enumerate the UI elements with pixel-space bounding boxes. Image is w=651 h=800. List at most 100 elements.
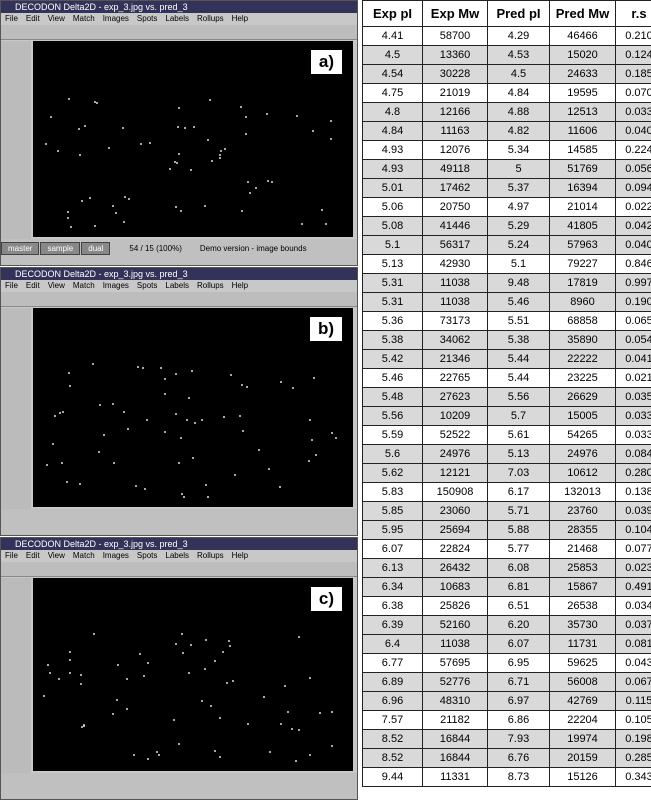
spot	[311, 439, 313, 441]
cell: 6.17	[488, 483, 550, 502]
spot	[127, 428, 129, 430]
spot	[182, 652, 184, 654]
table-row: 5.06207504.97210140.022	[363, 198, 651, 217]
spot	[108, 147, 110, 149]
spot	[331, 745, 333, 747]
cell: 6.34	[363, 578, 423, 597]
cell: 5.46	[363, 369, 423, 388]
tool-strip	[1, 308, 31, 509]
cell: 24976	[423, 445, 488, 464]
cell: 0.034	[616, 597, 651, 616]
spot	[69, 385, 71, 387]
cell: 5.38	[488, 331, 550, 350]
cell: 26432	[423, 559, 488, 578]
spot	[67, 217, 69, 219]
cell: 6.89	[363, 673, 423, 692]
cell: 11163	[423, 122, 488, 141]
cell: 5.24	[488, 236, 550, 255]
spot	[178, 107, 180, 109]
cell: 8.52	[363, 749, 423, 768]
spot	[175, 373, 177, 375]
cell: 17462	[423, 179, 488, 198]
cell: 0.846	[616, 255, 651, 274]
cell: 28355	[550, 521, 616, 540]
cell: 79227	[550, 255, 616, 274]
cell: 14585	[550, 141, 616, 160]
spot	[207, 496, 209, 498]
cell: 6.71	[488, 673, 550, 692]
cell: 35730	[550, 616, 616, 635]
cell: 5.88	[488, 521, 550, 540]
spot	[79, 154, 81, 156]
cell: 57963	[550, 236, 616, 255]
spot	[143, 675, 145, 677]
spot	[280, 723, 282, 725]
spot	[284, 685, 286, 687]
cell: 42930	[423, 255, 488, 274]
spot	[66, 481, 68, 483]
cell: 6.08	[488, 559, 550, 578]
spot	[308, 460, 310, 462]
spot	[301, 223, 303, 225]
spot	[78, 128, 80, 130]
spot	[223, 416, 225, 418]
table-row: 4.5133604.53150200.124	[363, 46, 651, 65]
cell: 5.29	[488, 217, 550, 236]
title-bar: DECODON Delta2D - exp_3.jpg vs. pred_3	[1, 538, 357, 550]
toolbar	[1, 25, 357, 40]
spot	[81, 200, 83, 202]
menu-item: Edit	[26, 281, 40, 290]
spot	[80, 674, 82, 676]
cell: 52776	[423, 673, 488, 692]
tool-strip	[1, 578, 31, 773]
cell: 25694	[423, 521, 488, 540]
spot	[247, 181, 249, 183]
cell: 6.13	[363, 559, 423, 578]
cell: 15005	[550, 407, 616, 426]
cell: 24976	[550, 445, 616, 464]
table-row: 6.07228245.77214680.077	[363, 540, 651, 559]
spot	[229, 645, 231, 647]
cell: 5.51	[488, 312, 550, 331]
spot	[126, 708, 128, 710]
cell: 26538	[550, 597, 616, 616]
spot	[245, 133, 247, 135]
cell: 0.190	[616, 293, 651, 312]
cell: 15020	[550, 46, 616, 65]
table-row: 6.38258266.51265380.034	[363, 597, 651, 616]
cell: 20159	[550, 749, 616, 768]
cell: 15867	[550, 578, 616, 597]
cell: 0.115	[616, 692, 651, 711]
cell: 4.5	[363, 46, 423, 65]
spot	[292, 387, 294, 389]
table-body: 4.41587004.29464660.2104.5133604.5315020…	[363, 27, 651, 787]
cell: 0.070	[616, 84, 651, 103]
cell: 5.44	[488, 369, 550, 388]
spot	[62, 411, 64, 413]
spot	[210, 705, 212, 707]
cell: 57695	[423, 654, 488, 673]
table-row: 4.75210194.84195950.070	[363, 84, 651, 103]
spot	[246, 386, 248, 388]
spot	[255, 187, 257, 189]
panel-label: b)	[309, 316, 343, 342]
cell: 5.37	[488, 179, 550, 198]
menu-item: Labels	[165, 551, 189, 560]
spot	[258, 449, 260, 451]
cell: 5.85	[363, 502, 423, 521]
menu-item: Match	[73, 14, 95, 23]
spot	[175, 413, 177, 415]
cell: 11038	[423, 635, 488, 654]
cell: 0.033	[616, 426, 651, 445]
spot	[201, 419, 203, 421]
spot	[181, 633, 183, 635]
gel-image: c)	[33, 578, 353, 771]
cell: 4.29	[488, 27, 550, 46]
cell: 0.022	[616, 198, 651, 217]
cell: 22204	[550, 711, 616, 730]
menu-item: Rollups	[197, 551, 224, 560]
cell: 5.83	[363, 483, 423, 502]
